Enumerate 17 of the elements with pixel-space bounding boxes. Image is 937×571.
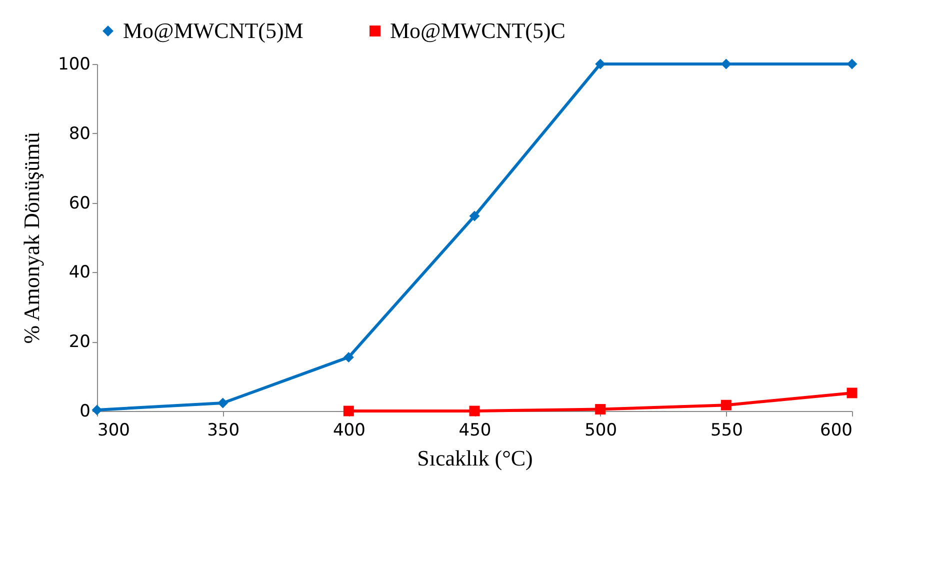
legend-label: Mo@MWCNT(5)C [390, 18, 566, 43]
y-tick-label: 0 [80, 402, 90, 422]
y-tick-label: 80 [68, 124, 90, 144]
y-tick-label: 20 [68, 332, 90, 352]
y-axis-title: % Amonyak Dönüşümü [19, 132, 44, 344]
x-tick-label: 350 [207, 420, 240, 440]
y-tick-label: 40 [68, 262, 90, 283]
x-tick-label: 400 [332, 420, 366, 440]
x-tick-label: 600 [820, 420, 852, 440]
x-tick-label: 300 [98, 420, 130, 440]
x-axis-title: Sıcaklık (°C) [417, 446, 533, 470]
x-tick-label: 550 [710, 420, 743, 440]
y-tick-label: 60 [68, 193, 90, 214]
y-tick-label: 100 [58, 54, 90, 74]
x-tick-label: 500 [584, 420, 618, 440]
x-tick-label: 450 [458, 420, 492, 440]
legend-label: Mo@MWCNT(5)M [123, 18, 304, 43]
